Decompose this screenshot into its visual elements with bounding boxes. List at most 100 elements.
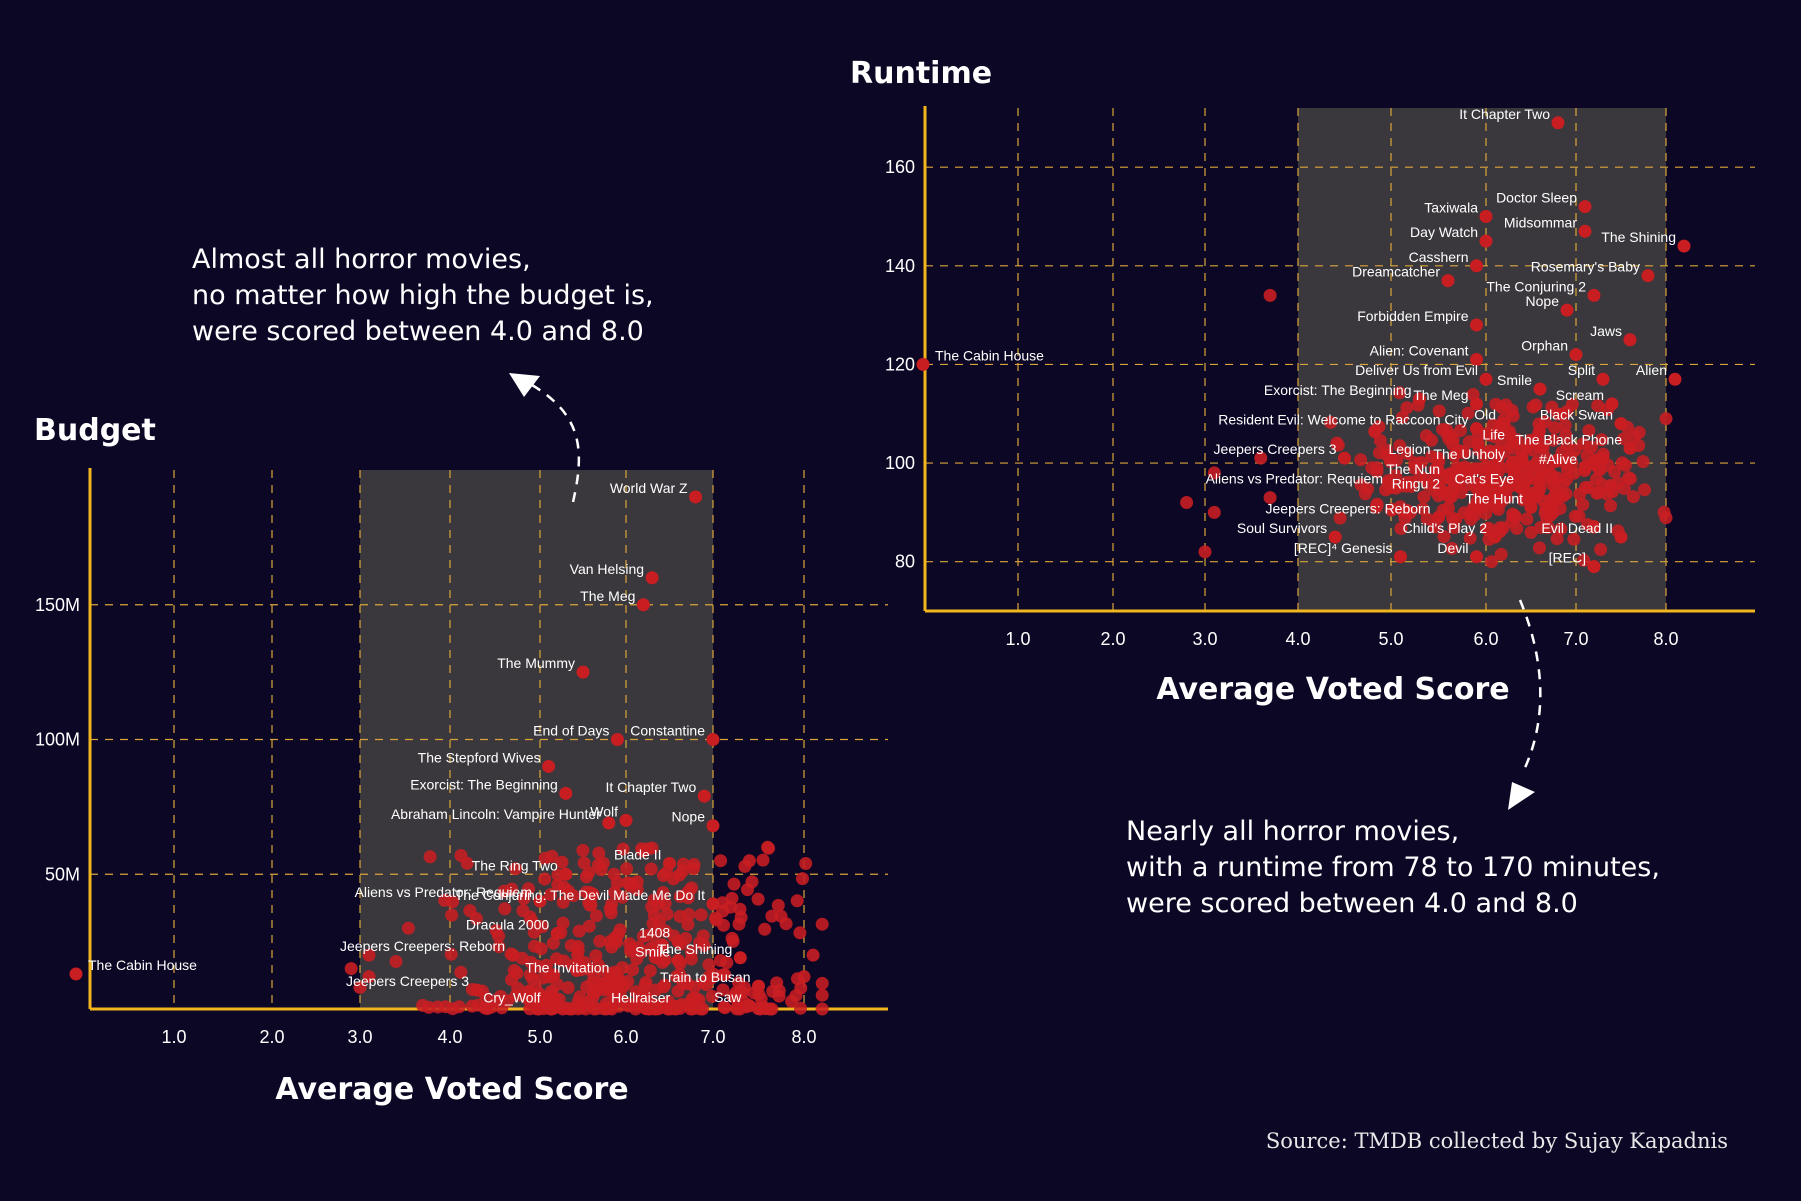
budget-data-point	[571, 957, 585, 970]
budget-data-point	[505, 882, 519, 896]
budget-point-label: Jeepers Creepers 3	[346, 973, 469, 989]
budget-point-label: The Cabin House	[88, 957, 197, 973]
runtime-data-point	[1420, 512, 1434, 526]
runtime-point-label: Smile	[1497, 372, 1532, 388]
runtime-data-point	[1545, 400, 1559, 414]
budget-data-point	[593, 934, 607, 948]
budget-annotation: Almost all horror movies, no matter how …	[192, 244, 654, 503]
budget-data-point	[444, 947, 458, 961]
runtime-point-label: Alien: Covenant	[1370, 343, 1469, 359]
budget-data-point	[656, 886, 670, 900]
runtime-labeled-point	[1338, 451, 1351, 465]
budget-data-point	[535, 920, 549, 934]
runtime-data-point	[1324, 415, 1338, 429]
budget-data-point	[623, 937, 637, 951]
budget-point-label: The Shining	[658, 941, 733, 957]
runtime-data-point	[1393, 386, 1407, 400]
budget-x-tick-label: 8.0	[791, 1027, 816, 1047]
runtime-annotation-arrow	[1518, 599, 1542, 773]
budget-data-point	[454, 965, 468, 979]
budget-data-point	[758, 922, 772, 936]
budget-point-label: World War Z	[610, 480, 688, 496]
budget-point-label: Train to Busan	[660, 969, 751, 985]
budget-data-point	[492, 940, 506, 954]
budget-point-label: It Chapter Two	[606, 779, 697, 795]
budget-point-label: The Mummy	[497, 655, 575, 671]
budget-data-point	[555, 855, 569, 869]
budget-data-point	[640, 999, 654, 1013]
runtime-labeled-point	[1641, 269, 1655, 283]
budget-data-point	[647, 893, 661, 907]
budget-labeled-point	[470, 983, 484, 997]
runtime-labeled-point	[1432, 451, 1445, 465]
runtime-point-label: Cat's Eye	[1455, 471, 1515, 487]
runtime-point-label: Midsommar	[1504, 214, 1577, 230]
runtime-point-label: Child's Play 2	[1403, 520, 1488, 536]
runtime-label-layer: It Chapter Two Doctor Sleep Taxiwala Midsom…	[935, 106, 1676, 566]
runtime-data-point	[1617, 482, 1631, 496]
runtime-data-point	[1659, 412, 1673, 426]
budget-data-point	[344, 962, 358, 976]
runtime-data-point	[1638, 483, 1651, 497]
runtime-data-point	[1413, 469, 1427, 483]
budget-x-tick-label: 5.0	[527, 1027, 552, 1047]
runtime-point-label: Jeepers Creepers 3	[1214, 441, 1337, 457]
budget-data-point	[790, 894, 804, 908]
budget-labeled-point	[742, 999, 756, 1013]
budget-point-label: The Stepford Wives	[418, 749, 541, 765]
budget-data-point	[556, 895, 570, 909]
budget-data-point	[690, 992, 704, 1006]
runtime-labeled-point	[1441, 486, 1455, 500]
budget-y-tick-label: 50M	[45, 864, 80, 884]
budget-data-point	[716, 983, 730, 997]
budget-labeled-point	[506, 948, 520, 962]
runtime-data-point	[1414, 456, 1428, 469]
runtime-labeled-point	[1328, 530, 1342, 544]
runtime-data-point	[1450, 445, 1464, 459]
budget-data-point	[696, 976, 710, 990]
runtime-point-label: Exorcist: The Beginning	[1264, 382, 1412, 398]
budget-data-point	[718, 968, 732, 982]
budget-point-layer	[69, 490, 765, 1013]
runtime-data-point	[1330, 436, 1344, 450]
runtime-data-point	[1529, 398, 1543, 412]
budget-data-point	[517, 892, 531, 905]
runtime-labeled-point	[1506, 436, 1520, 450]
runtime-data-point	[1556, 477, 1570, 491]
runtime-data-point	[1471, 437, 1485, 451]
budget-labeled-point	[706, 819, 720, 833]
runtime-data-point	[1254, 451, 1268, 465]
budget-labeled-point	[645, 571, 659, 585]
budget-data-point	[658, 978, 672, 992]
budget-data-point	[439, 1000, 452, 1014]
runtime-data-point	[1601, 458, 1615, 472]
budget-labeled-point	[706, 897, 720, 911]
budget-data-point	[505, 973, 519, 987]
runtime-data-point	[1568, 509, 1582, 523]
budget-data-point	[785, 994, 799, 1008]
budget-data-point	[538, 872, 552, 886]
runtime-point-label: Split	[1568, 362, 1595, 378]
runtime-labeled-point	[1394, 550, 1407, 564]
runtime-point-label: Orphan	[1521, 338, 1568, 354]
runtime-labeled-point	[1384, 481, 1398, 495]
runtime-labeled-point	[1587, 288, 1601, 302]
budget-data-point	[509, 862, 522, 876]
runtime-data-point	[1198, 545, 1212, 559]
runtime-annotation: Nearly all horror movies, with a runtime…	[1126, 599, 1660, 919]
budget-tick-layer: 1.0 2.0 3.0 4.0 5.0 6.0 7.0 8.0 50M 100M 150M	[35, 595, 817, 1047]
budget-data-point	[621, 876, 635, 890]
budget-data-point	[753, 1002, 767, 1016]
budget-data-point	[501, 994, 515, 1008]
runtime-data-point	[1559, 428, 1573, 442]
budget-point-label: Hellraiser	[611, 989, 670, 1005]
runtime-point-label: Life	[1482, 426, 1505, 442]
runtime-point-label: The Meg	[1413, 387, 1468, 403]
runtime-data-point	[1547, 433, 1560, 447]
budget-data-point	[796, 872, 809, 886]
runtime-data-point	[1596, 447, 1610, 461]
budget-x-tick-label: 7.0	[700, 1027, 725, 1047]
runtime-data-point	[1590, 472, 1603, 486]
budget-data-point	[765, 1002, 779, 1016]
budget-data-point	[556, 1002, 570, 1016]
